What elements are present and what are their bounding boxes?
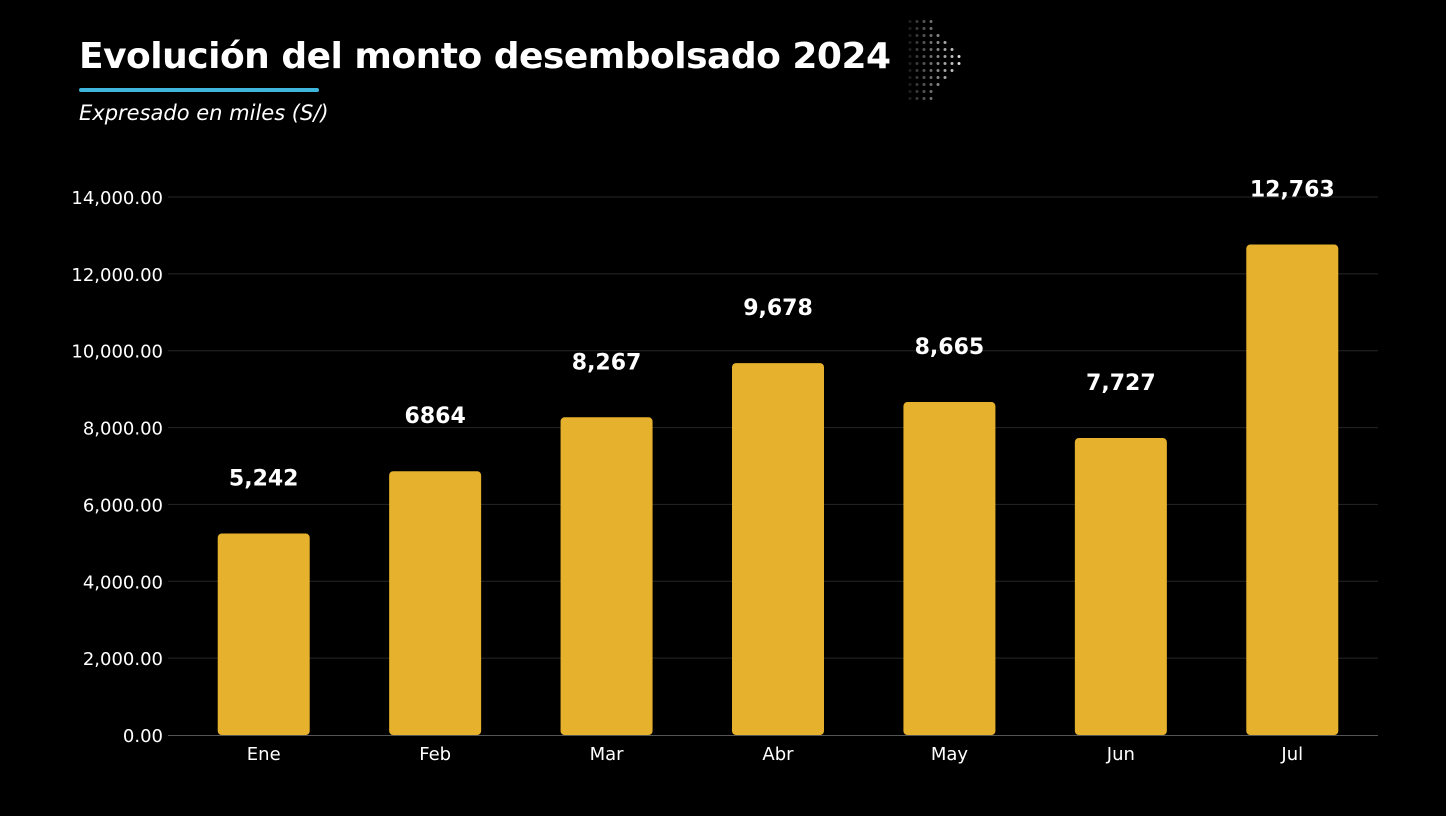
- chart-title: Evolución del monto desembolsado 2024: [79, 36, 891, 77]
- y-tick-label: 0.00: [123, 726, 163, 747]
- data-label: 8,665: [915, 335, 985, 360]
- data-label: 5,242: [229, 467, 299, 492]
- data-label: 9,678: [743, 296, 813, 321]
- x-tick-label: Ene: [247, 744, 281, 765]
- chart-subtitle: Expresado en miles (S/): [79, 101, 329, 125]
- x-tick-label: Mar: [590, 744, 625, 765]
- bar-jul: [1246, 244, 1339, 736]
- bar-ene: [217, 533, 310, 735]
- title-underline: [79, 88, 319, 92]
- data-label: 12,763: [1250, 178, 1335, 203]
- y-tick-label: 4,000.00: [83, 572, 163, 593]
- y-tick-label: 6,000.00: [83, 495, 163, 516]
- bar-abr: [732, 363, 824, 735]
- x-tick-label: May: [931, 744, 969, 765]
- y-tick-label: 12,000.00: [71, 265, 163, 286]
- x-tick-label: Feb: [419, 744, 451, 765]
- dotted-chevron-right-icon: [908, 20, 961, 100]
- data-label: 6864: [405, 404, 466, 429]
- x-tick-label: Jul: [1280, 744, 1303, 765]
- x-tick-label: Jun: [1106, 744, 1135, 765]
- y-tick-label: 14,000.00: [71, 188, 163, 209]
- data-label: 7,727: [1086, 371, 1156, 396]
- bars: [217, 244, 1339, 736]
- y-tick-label: 10,000.00: [71, 342, 163, 363]
- bar-may: [903, 402, 996, 735]
- y-tick-label: 8,000.00: [83, 419, 163, 440]
- bar-feb: [389, 471, 482, 735]
- y-tick-label: 2,000.00: [83, 649, 163, 670]
- bar-mar: [560, 417, 653, 735]
- data-label: 8,267: [572, 350, 642, 375]
- x-tick-label: Abr: [762, 744, 794, 765]
- bar-jun: [1074, 438, 1167, 735]
